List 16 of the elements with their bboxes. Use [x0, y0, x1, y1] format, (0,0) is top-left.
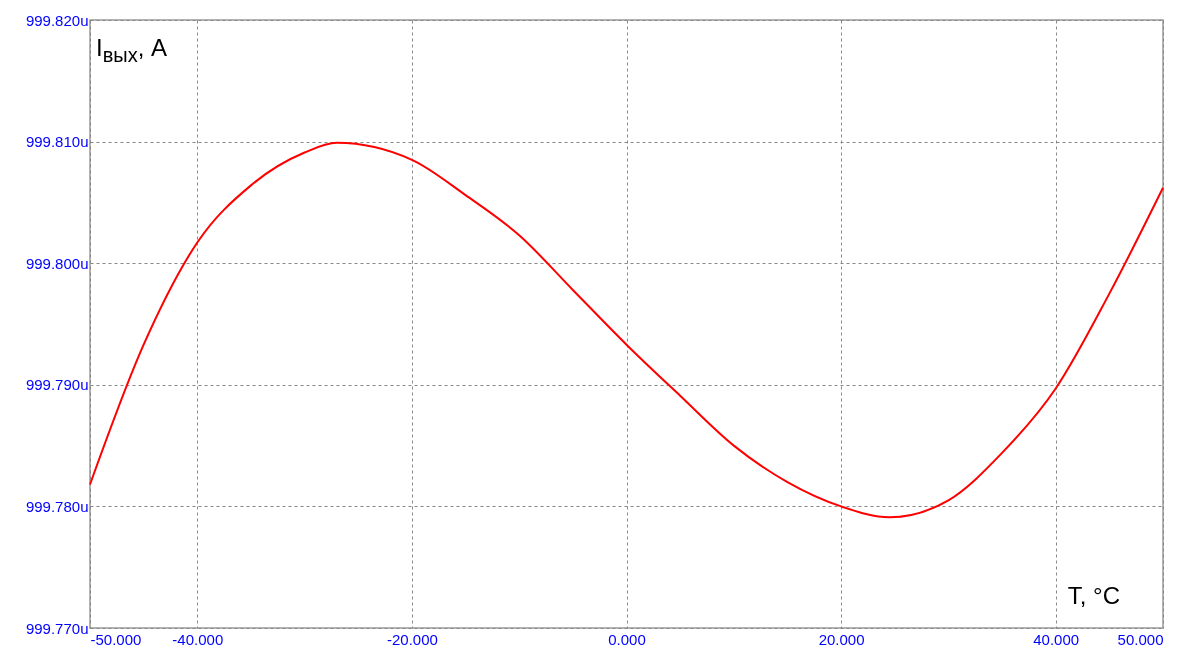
- y-tick-label: 999.810u: [25, 133, 89, 151]
- x-tick-label: -20.000: [386, 630, 438, 648]
- x-tick-label: -50.000: [90, 630, 142, 648]
- y-axis-title: I$_{вых}$, A: [96, 34, 168, 67]
- x-tick-label: 20.000: [818, 630, 865, 648]
- line-series: [89, 141, 1164, 519]
- x-tick-label: 50.000: [1117, 630, 1164, 648]
- y-tick-label: 999.800u: [25, 254, 89, 272]
- y-tick-label: 999.820u: [25, 11, 89, 29]
- y-tick-label: 999.790u: [25, 376, 89, 394]
- x-tick-label: 40.000: [1033, 630, 1080, 648]
- y-tick-label: 999.780u: [25, 497, 89, 515]
- x-tick-label: -40.000: [172, 630, 224, 648]
- x-tick-label: 0.000: [608, 630, 646, 648]
- y-tick-label: 999.770u: [25, 619, 89, 637]
- x-axis-title: T, °C: [1067, 582, 1120, 610]
